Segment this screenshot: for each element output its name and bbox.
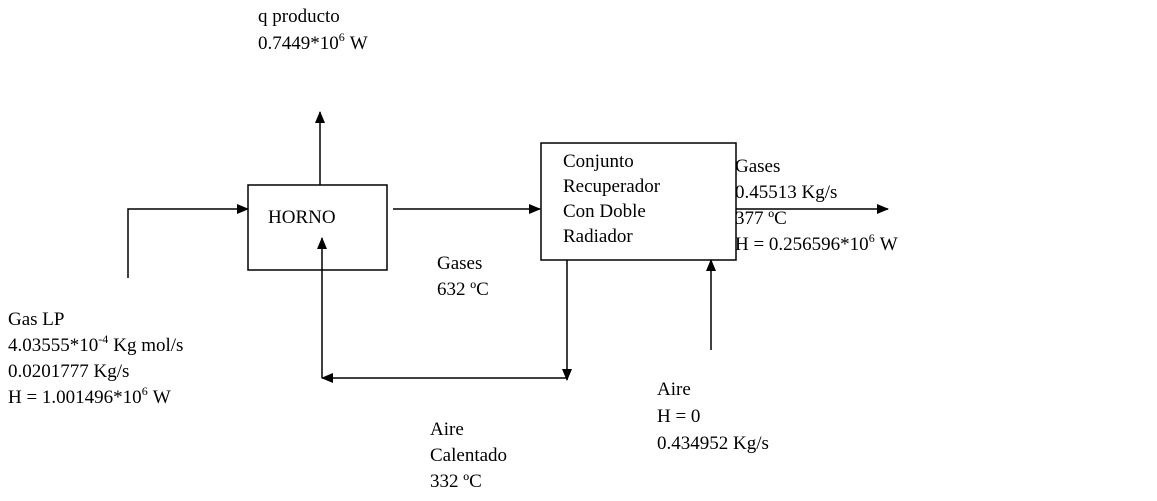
label-base: H = 1.001496*10	[8, 387, 142, 408]
recuperador-box	[540, 142, 737, 261]
stream-label: H = 1.001496*106 W	[8, 384, 171, 408]
label-unit: Kg mol/s	[113, 335, 183, 356]
stream-label: 0.7449*106 W	[258, 30, 368, 54]
label-unit: W	[880, 234, 898, 255]
stream-label: H = 0.256596*106 W	[735, 231, 898, 255]
label-unit: W	[153, 387, 171, 408]
node-label-line: Radiador	[563, 226, 633, 247]
label-unit: W	[350, 33, 368, 54]
label-base: H = 0.256596*10	[735, 234, 869, 255]
stream-label: 332 ºC	[430, 471, 482, 492]
stream-label: 377 ºC	[735, 208, 787, 229]
label-exponent: 6	[339, 30, 345, 44]
label-base: 0.7449*10	[258, 33, 339, 54]
stream-label: 0.45513 Kg/s	[735, 182, 837, 203]
node-label: HORNO	[268, 207, 336, 228]
stream-label: Gases	[437, 253, 482, 274]
stream-label: 0.434952 Kg/s	[657, 433, 769, 454]
stream-label: Aire	[430, 419, 464, 440]
horno-box	[247, 184, 388, 271]
stream-label: Calentado	[430, 445, 507, 466]
label-exponent: 6	[142, 384, 148, 398]
label-base: 4.03555*10	[8, 335, 98, 356]
label-exponent: 6	[869, 231, 875, 245]
stream-label: 632 ºC	[437, 279, 489, 300]
stream-label: Aire	[657, 379, 691, 400]
stream-label: Gases	[735, 156, 780, 177]
stream-label: H = 0	[657, 406, 700, 427]
arrow-gas-lp	[127, 204, 249, 278]
node-label-line: Con Doble	[563, 201, 646, 222]
node-label-line: Recuperador	[563, 176, 661, 197]
label-exponent: -4	[98, 332, 108, 346]
stream-label: 0.0201777 Kg/s	[8, 361, 129, 382]
stream-label: Gas LP	[8, 309, 64, 330]
stream-label: q producto	[258, 6, 340, 27]
node-label-line: Conjunto	[563, 151, 634, 172]
stream-label: 4.03555*10-4 Kg mol/s	[8, 332, 183, 356]
